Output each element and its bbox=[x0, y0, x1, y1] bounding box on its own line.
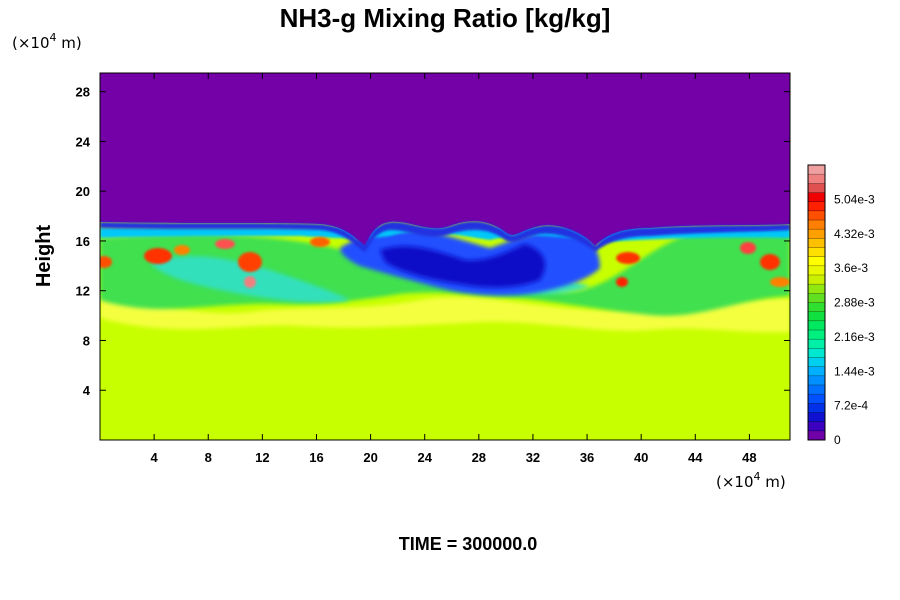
colorbar-segment bbox=[808, 311, 825, 322]
hotspot bbox=[616, 252, 640, 264]
hotspot bbox=[760, 254, 780, 270]
y-tick-label: 12 bbox=[76, 284, 90, 299]
colorbar-tick-label: 5.04e-3 bbox=[834, 192, 875, 206]
colorbar-segment bbox=[808, 366, 825, 377]
colorbar-segment bbox=[808, 385, 825, 395]
colorbar bbox=[807, 164, 826, 441]
band-blue-edge bbox=[100, 221, 790, 252]
colorbar-tick-label: 2.16e-3 bbox=[834, 330, 875, 344]
x-tick-label: 28 bbox=[472, 450, 486, 465]
colorbar-segment bbox=[808, 412, 825, 422]
colorbar-segment bbox=[808, 275, 825, 285]
x-tick-label: 44 bbox=[688, 450, 703, 465]
band-blue-dark bbox=[380, 244, 545, 288]
colorbar-tick-label: 1.44e-3 bbox=[834, 364, 875, 378]
x-tick-label: 40 bbox=[634, 450, 648, 465]
time-label: TIME = 300000.0 bbox=[399, 534, 538, 554]
colorbar-ticks: 0 7.2e-4 1.44e-3 2.16e-3 2.88e-3 3.6e-3 4.32e-… bbox=[834, 192, 875, 447]
colorbar-tick-label: 4.32e-3 bbox=[834, 227, 875, 241]
band-purple-top bbox=[100, 73, 790, 246]
colorbar-segment bbox=[808, 339, 825, 349]
colorbar-segment bbox=[808, 174, 825, 184]
colorbar-segment bbox=[808, 375, 825, 386]
colorbar-tick-label: 7.2e-4 bbox=[834, 399, 868, 413]
y-tick-label: 4 bbox=[83, 383, 91, 398]
y-tick-label: 8 bbox=[83, 333, 90, 348]
colorbar-segment bbox=[808, 220, 825, 230]
colorbar-tick-label: 0 bbox=[834, 433, 841, 447]
colorbar-segment bbox=[808, 284, 825, 294]
hotspots bbox=[100, 237, 790, 288]
y-ticks: 4 8 12 16 20 24 28 bbox=[76, 85, 790, 398]
x-tick-label: 32 bbox=[526, 450, 540, 465]
colorbar-segment bbox=[808, 302, 825, 312]
hotspot bbox=[616, 277, 628, 287]
x-tick-label: 12 bbox=[255, 450, 269, 465]
x-tick-label: 36 bbox=[580, 450, 594, 465]
x-tick-label: 24 bbox=[417, 450, 432, 465]
hotspot bbox=[174, 245, 190, 255]
colorbar-segment bbox=[808, 165, 825, 175]
colorbar-segment bbox=[808, 330, 825, 340]
colorbar-segment bbox=[808, 320, 825, 331]
y-unit-label: (×104 m) bbox=[12, 31, 82, 52]
y-tick-label: 28 bbox=[76, 85, 90, 100]
hotspot bbox=[100, 256, 112, 268]
colorbar-segment bbox=[808, 421, 825, 432]
y-tick-label: 16 bbox=[76, 234, 90, 249]
colorbar-segment bbox=[808, 210, 825, 221]
y-tick-label: 24 bbox=[76, 134, 91, 149]
hotspot bbox=[770, 277, 790, 287]
x-ticks: 4 8 12 16 20 24 28 32 36 40 44 48 bbox=[151, 73, 757, 465]
colorbar-segment bbox=[808, 265, 825, 276]
colorbar-tick-label: 2.88e-3 bbox=[834, 296, 875, 310]
hotspot bbox=[244, 276, 256, 288]
hotspot bbox=[215, 239, 235, 249]
hotspot bbox=[740, 242, 756, 254]
x-unit-label: (×104 m) bbox=[716, 470, 786, 491]
colorbar-frame bbox=[807, 164, 826, 441]
colorbar-segment bbox=[808, 183, 825, 193]
colorbar-segment bbox=[808, 357, 825, 367]
colorbar-segment bbox=[808, 256, 825, 267]
plot-frame bbox=[99, 72, 791, 441]
chart-title: NH3-g Mixing Ratio [kg/kg] bbox=[280, 3, 611, 33]
x-tick-label: 8 bbox=[205, 450, 212, 465]
hotspot bbox=[144, 248, 172, 264]
colorbar-segment bbox=[808, 430, 825, 441]
colorbar-tick-label: 3.6e-3 bbox=[834, 261, 868, 275]
colorbar-segment bbox=[808, 229, 825, 239]
colorbar-segment bbox=[808, 247, 825, 257]
colorbar-segment bbox=[808, 293, 825, 303]
x-tick-label: 4 bbox=[151, 450, 159, 465]
colorbar-segment bbox=[808, 201, 825, 212]
heatmap-field bbox=[100, 73, 790, 440]
colorbar-segment bbox=[808, 403, 825, 413]
colorbar-segment bbox=[808, 238, 825, 248]
x-tick-label: 20 bbox=[363, 450, 377, 465]
hotspot bbox=[238, 252, 262, 272]
colorbar-segment bbox=[808, 192, 825, 202]
y-axis-label: Height bbox=[33, 225, 55, 288]
colorbar-segment bbox=[808, 394, 825, 404]
band-cyan-patches bbox=[150, 256, 590, 303]
x-tick-label: 16 bbox=[309, 450, 323, 465]
x-tick-label: 48 bbox=[742, 450, 756, 465]
colorbar-segment bbox=[808, 348, 825, 358]
y-tick-label: 20 bbox=[76, 184, 90, 199]
band-yellow-lower bbox=[100, 295, 790, 333]
hotspot bbox=[310, 237, 330, 247]
